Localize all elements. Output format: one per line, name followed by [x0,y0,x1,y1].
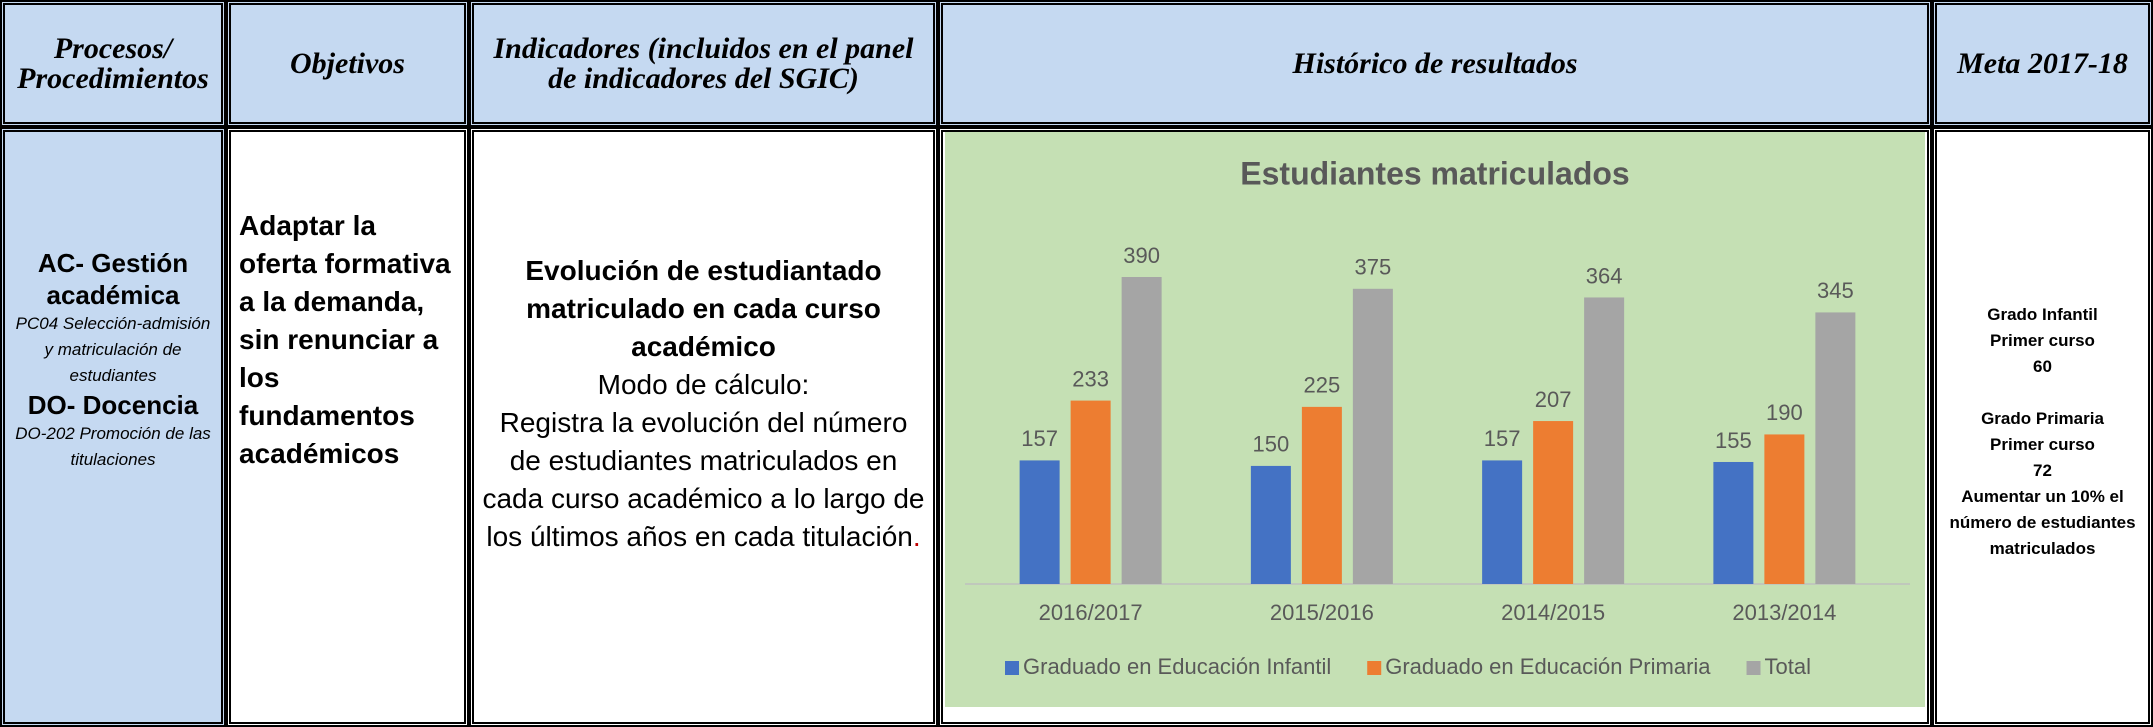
bar [1764,434,1805,584]
objective-text: Adaptar la oferta formativa a la demanda… [239,210,451,469]
goal-line: 60 [2033,357,2052,376]
legend-swatch [1005,661,1019,675]
legend-swatch [1367,661,1382,675]
data-label: 157 [1021,426,1058,451]
header-cell: Objetivos [226,0,469,127]
indicator-description-block: Registra la evolución del número de estu… [482,404,925,556]
chart-title: Estudiantes matriculados [1240,155,1629,191]
indicator-description-end: . [912,521,921,552]
goal-line: Grado Primaria [1981,409,2104,428]
data-label: 150 [1253,432,1290,457]
data-label: 375 [1355,255,1392,280]
bar [1301,406,1342,584]
legend-label: Graduado en Educación Infantil [1023,654,1331,679]
chart: Estudiantes matriculados 2016/2017 157 233… [945,132,1925,707]
data-label: 190 [1766,400,1803,425]
legend-label: Graduado en Educación Primaria [1385,654,1711,679]
x-tick-label: 2014/2015 [1501,600,1605,625]
indicator-title: Evolución de estudiantado matriculado en… [525,255,882,362]
process-title: DO- Docencia [27,390,199,420]
header-cell: Meta 2017-18 [1932,0,2153,127]
bar [1584,297,1625,584]
bar [1533,421,1574,584]
data-label: 233 [1072,366,1109,391]
bar [1482,460,1523,584]
bar [1352,288,1393,584]
goal-line: Grado Infantil [1987,305,2098,324]
indicator-method: Modo de cálculo: [597,369,810,400]
data-label: 207 [1535,387,1572,412]
header-cell: Histórico de resultados [938,0,1932,127]
x-tick-label: 2013/2014 [1732,600,1836,625]
header-cell: Indicadores (incluidos en el panel de in… [469,0,938,127]
bar [1019,460,1060,584]
data-label: 225 [1304,373,1341,398]
chart-cell: Estudiantes matriculados 2016/2017 157 233… [938,127,1932,727]
data-label: 157 [1484,426,1521,451]
process-cell: AC- Gestión académica PC04 Selección-adm… [0,127,226,727]
data-label: 345 [1817,278,1854,303]
legend-label: Total [1765,654,1811,679]
legend-swatch [1746,661,1761,675]
goal-cell: Grado Infantil Primer curso 60 Grado Pri… [1932,127,2153,727]
data-label: 390 [1123,243,1160,268]
data-label: 155 [1715,428,1752,453]
goal-line: Aumentar un 10% el número de estudiantes… [1949,487,2136,558]
process-detail: DO-202 Promoción de las titulaciones [15,424,211,469]
header-cell: Procesos/ Procedimientos [0,0,226,127]
process-title: AC- Gestión académica [37,248,189,310]
indicator-cell: Evolución de estudiantado matriculado en… [469,127,938,727]
x-tick-label: 2016/2017 [1039,600,1143,625]
goal-line: Primer curso [1990,435,2095,454]
data-label: 364 [1586,263,1623,288]
bar [1121,277,1162,584]
x-tick-label: 2015/2016 [1270,600,1374,625]
goal-line: Primer curso [1990,331,2095,350]
indicator-description: Registra la evolución del número de estu… [482,407,925,552]
bar [1815,312,1856,584]
bar [1250,465,1291,584]
bar [1713,461,1754,584]
bar [1070,400,1111,584]
objective-cell: Adaptar la oferta formativa a la demanda… [226,127,469,727]
goal-line: 72 [2033,461,2052,480]
process-detail: PC04 Selección-admisión y matriculación … [15,314,211,385]
